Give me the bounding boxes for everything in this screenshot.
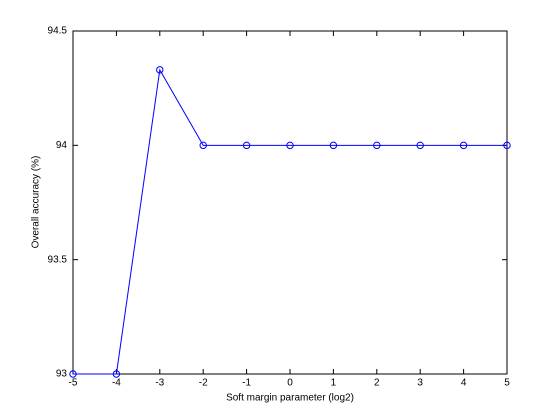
data-point (286, 141, 294, 150)
plot-area (72, 30, 508, 375)
y-tick-label: 93 (56, 369, 68, 380)
data-point (503, 141, 511, 150)
x-tick-label: -1 (242, 378, 251, 389)
x-axis-label: Soft margin parameter (log2) (226, 393, 354, 404)
y-axis-label: Overall accuracy (%) (31, 156, 42, 249)
data-point (329, 141, 338, 150)
data-point (373, 141, 381, 150)
x-tick-label: 5 (504, 378, 510, 389)
data-point (242, 141, 251, 150)
x-tick-label: -3 (155, 378, 164, 389)
data-point (69, 370, 77, 378)
x-tick-label: 4 (461, 378, 467, 389)
x-tick-label: -5 (69, 378, 78, 389)
data-point (199, 141, 207, 150)
data-point (156, 66, 164, 74)
y-tick-label: 94.5 (48, 26, 68, 37)
data-line (73, 68, 507, 375)
x-tick-label: 3 (417, 378, 423, 389)
y-tick-label: 93.5 (48, 254, 68, 265)
y-tick-label: 94 (56, 140, 68, 151)
x-tick-label: 1 (331, 378, 337, 389)
x-tick-label: -4 (112, 378, 121, 389)
x-tick-label: -2 (199, 378, 208, 389)
x-tick-label: 2 (374, 378, 380, 389)
data-point (416, 141, 424, 150)
data-point (459, 141, 468, 150)
data-point (112, 370, 121, 378)
x-tick-label: 0 (287, 378, 293, 389)
